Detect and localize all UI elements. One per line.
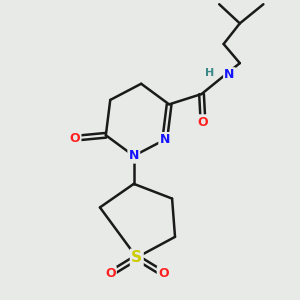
Text: O: O xyxy=(70,132,80,145)
Text: N: N xyxy=(160,133,170,146)
Text: N: N xyxy=(224,68,235,81)
Text: N: N xyxy=(129,149,139,162)
Text: S: S xyxy=(131,250,142,265)
Text: O: O xyxy=(158,267,169,280)
Text: H: H xyxy=(205,68,214,78)
Text: O: O xyxy=(105,267,116,280)
Text: O: O xyxy=(198,116,208,128)
